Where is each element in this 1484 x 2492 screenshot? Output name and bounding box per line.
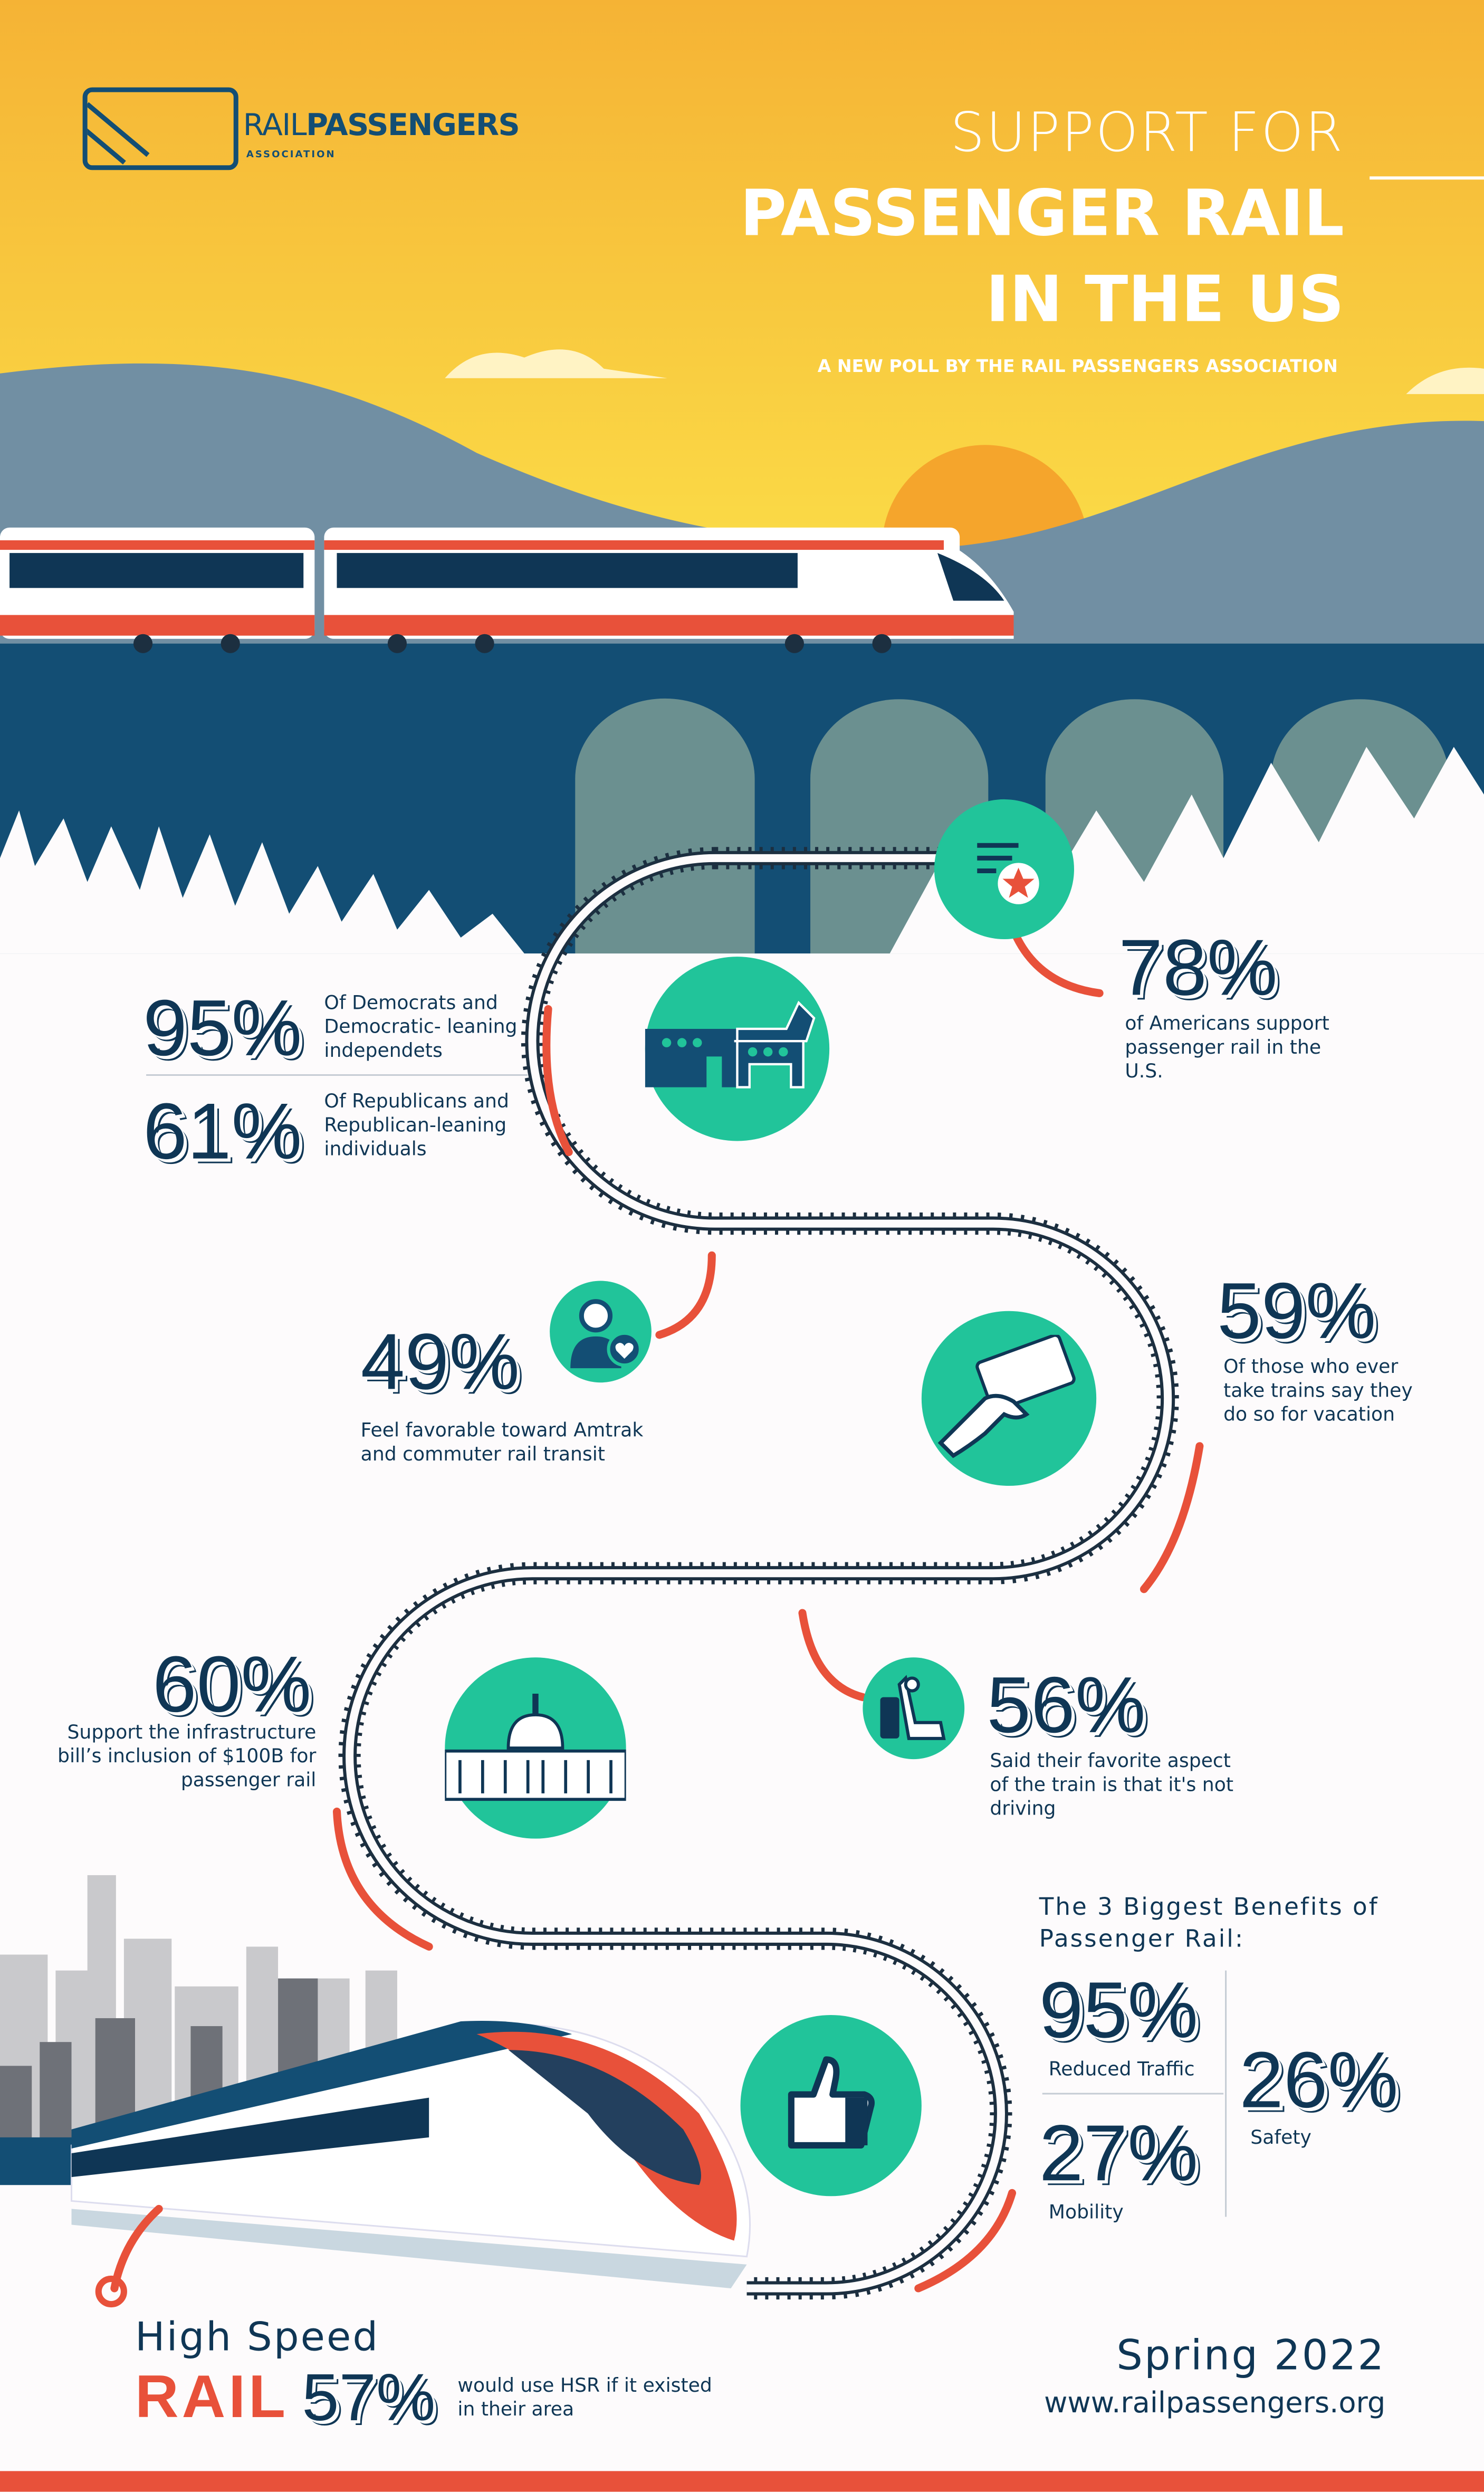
hsr-title: High Speed: [135, 2314, 380, 2360]
stat-republicans-value: 61%: [143, 1087, 302, 1176]
logo-association: ASSOCIATION: [246, 149, 336, 161]
footer-date: Spring 2022: [1116, 2333, 1386, 2381]
stat-amtrak-text: Feel favorable toward Amtrak and commute…: [360, 1419, 644, 1465]
cloud: [445, 349, 667, 378]
title-rule: [1370, 176, 1484, 180]
stat-amtrak-value: 49%: [360, 1317, 520, 1407]
benefit-mobility-label: Mobility: [1048, 2201, 1124, 2223]
logo-rail: RAIL: [243, 108, 307, 144]
hsr-rail: RAIL: [135, 2364, 289, 2432]
stat-infrastructure-value: 60%: [152, 1640, 312, 1729]
stat-infrastructure-text: Support the infrastructure bill’s inclus…: [58, 1721, 317, 1791]
regional-train: [0, 527, 1014, 653]
stat-americans-value: 78%: [1118, 923, 1278, 1013]
title-line-2: PASSENGER RAIL: [740, 178, 1344, 251]
benefit-mobility-value: 27%: [1039, 2108, 1199, 2198]
document-star-icon: [934, 799, 1074, 939]
hsr-marker: [95, 2275, 127, 2308]
logo-passengers: PASSENGERS: [306, 108, 520, 144]
footer-bar: [0, 2471, 1484, 2492]
logo-wordmark: RAILPASSENGERS: [243, 108, 520, 144]
hsr-value: 57%: [302, 2360, 436, 2435]
subtitle: A NEW POLL BY THE RAIL PASSENGERS ASSOCI…: [817, 356, 1338, 377]
accent-arcs: [110, 933, 1204, 2293]
stat-not-driving-text: Said their favorite aspect of the train …: [990, 1749, 1234, 1820]
train-seat-icon: [863, 1657, 965, 1760]
stat-not-driving-value: 56%: [987, 1660, 1146, 1750]
logo-mark: [82, 87, 238, 170]
benefit-safety-value: 26%: [1239, 2036, 1399, 2125]
benefit-traffic-value: 95%: [1039, 1965, 1199, 2055]
benefit-traffic-label: Reduced Traffic: [1048, 2058, 1195, 2080]
capitol-icon: [445, 1657, 626, 1839]
ticket-hand-icon: [921, 1311, 1097, 1486]
stat-americans-text: of Americans support passenger rail in t…: [1125, 1012, 1329, 1083]
stat-vacation-value: 59%: [1217, 1266, 1376, 1356]
thumbs-up-icon: [740, 2014, 922, 2197]
divider: [146, 1074, 528, 1076]
benefit-safety-label: Safety: [1250, 2126, 1311, 2149]
stat-vacation-text: Of those who ever take trains say they d…: [1223, 1355, 1413, 1426]
high-speed-train: [71, 2021, 751, 2288]
cloud: [1406, 367, 1484, 394]
stat-republicans-text: Of Republicans and Republican-leaning in…: [324, 1090, 509, 1160]
benefits-title: The 3 Biggest Benefits of Passenger Rail…: [1039, 1893, 1379, 1953]
democrat-donkey-icon: [645, 957, 830, 1141]
divider: [1225, 1970, 1227, 2217]
hsr-text: would use HSR if it existed in their are…: [457, 2374, 712, 2420]
tree-silhouette: [0, 747, 1484, 954]
person-heart-icon: [550, 1281, 652, 1383]
title-line-1: SUPPORT FOR: [950, 101, 1344, 166]
footer-url[interactable]: www.railpassengers.org: [1044, 2386, 1386, 2420]
title-line-3: IN THE US: [985, 263, 1344, 337]
stat-democrats-value: 95%: [143, 984, 302, 1073]
stat-democrats-text: Of Democrats and Democratic- leaning ind…: [324, 991, 518, 1062]
divider: [1042, 2093, 1224, 2095]
